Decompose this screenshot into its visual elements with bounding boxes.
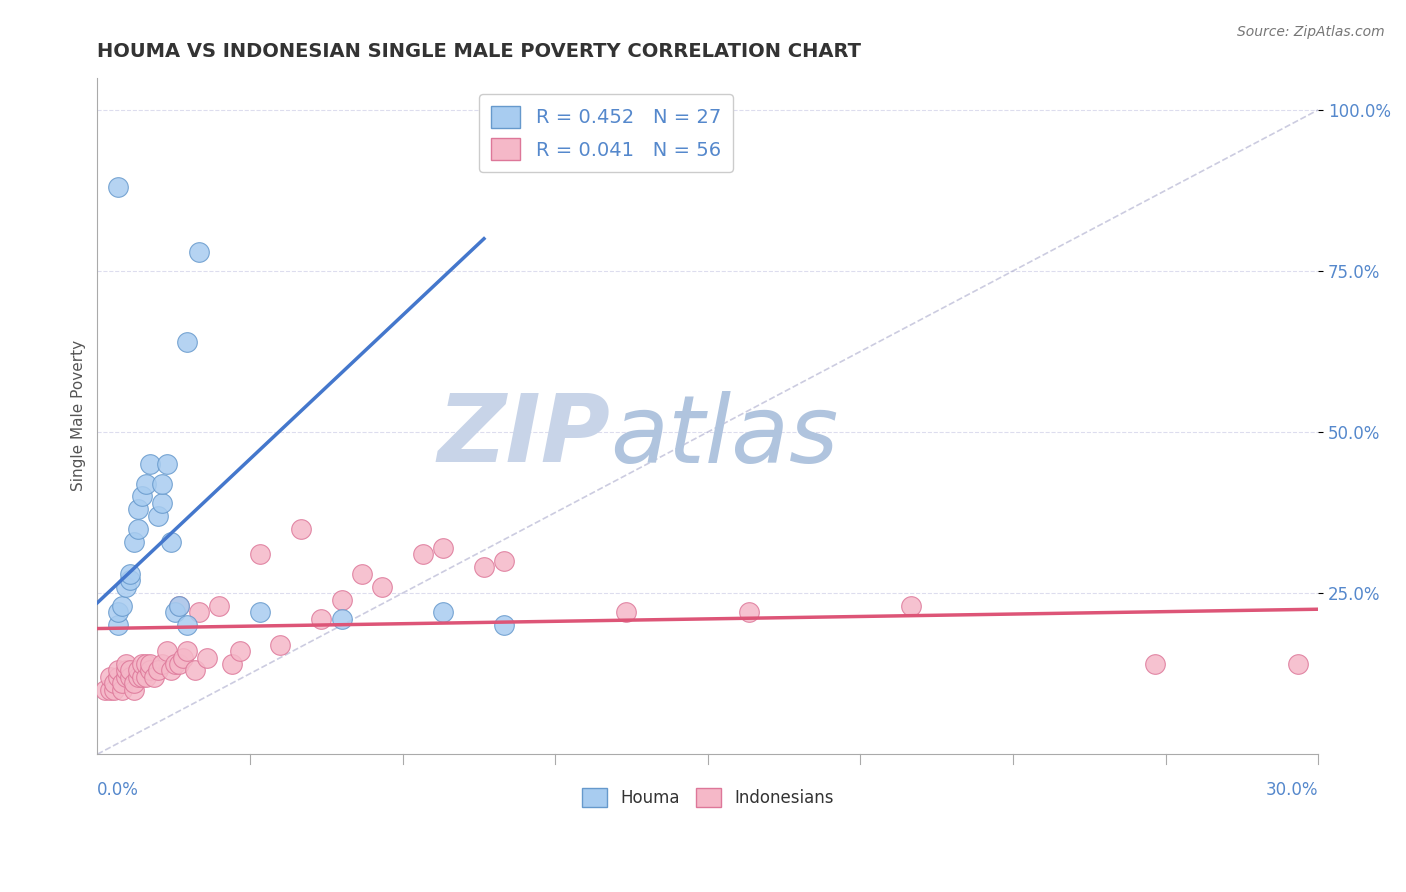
Text: Source: ZipAtlas.com: Source: ZipAtlas.com (1237, 25, 1385, 39)
Point (135, 670, 157, 684)
Point (115, 580, 138, 594)
Point (269, 638, 291, 652)
Point (111, 676, 134, 690)
Point (172, 650, 194, 665)
Point (122, 676, 145, 690)
Point (94, 682, 117, 697)
Point (118, 664, 141, 678)
Point (135, 657, 157, 671)
Point (309, 612, 332, 626)
Point (127, 670, 149, 684)
Point (107, 670, 129, 684)
Point (167, 657, 190, 671)
Point (163, 657, 186, 671)
Point (412, 548, 434, 562)
Point (118, 670, 141, 684)
Text: 30.0%: 30.0% (1265, 780, 1319, 799)
Text: atlas: atlas (610, 391, 838, 482)
Point (152, 496, 174, 510)
Point (143, 670, 166, 684)
Point (163, 606, 186, 620)
Point (195, 650, 218, 665)
Point (111, 599, 134, 613)
Point (249, 548, 271, 562)
Point (900, 599, 922, 613)
Point (152, 657, 174, 671)
Point (167, 599, 190, 613)
Point (139, 657, 162, 671)
Point (152, 476, 174, 491)
Text: ZIP: ZIP (437, 390, 610, 483)
Point (131, 670, 153, 684)
Y-axis label: Single Male Poverty: Single Male Poverty (72, 341, 86, 491)
Point (184, 664, 207, 678)
Point (1286, 657, 1309, 671)
Point (350, 566, 373, 581)
Point (148, 664, 170, 678)
Point (107, 664, 129, 678)
Point (107, 180, 129, 194)
Point (208, 599, 231, 613)
Point (229, 644, 252, 658)
Point (98, 670, 121, 684)
Point (127, 502, 149, 516)
Point (127, 522, 149, 536)
Point (135, 476, 157, 491)
Text: 0.0%: 0.0% (97, 780, 139, 799)
Point (155, 457, 177, 471)
Legend: Houma, Indonesians: Houma, Indonesians (575, 781, 841, 814)
Point (176, 334, 198, 349)
Point (115, 664, 138, 678)
Point (103, 682, 125, 697)
Point (159, 664, 181, 678)
Point (330, 612, 353, 626)
Point (127, 664, 149, 678)
Point (115, 670, 138, 684)
Point (122, 682, 145, 697)
Point (737, 606, 759, 620)
Point (371, 580, 394, 594)
Point (330, 592, 353, 607)
Point (139, 457, 162, 471)
Point (494, 554, 516, 568)
Point (176, 644, 198, 658)
Point (148, 508, 170, 523)
Point (131, 657, 153, 671)
Point (103, 676, 125, 690)
Point (107, 618, 129, 632)
Point (159, 534, 181, 549)
Point (155, 644, 177, 658)
Point (107, 606, 129, 620)
Point (98, 682, 121, 697)
Point (1144, 657, 1167, 671)
Point (249, 606, 271, 620)
Point (432, 606, 454, 620)
Point (111, 682, 134, 697)
Point (432, 541, 454, 555)
Point (118, 573, 141, 587)
Point (131, 490, 153, 504)
Point (176, 618, 198, 632)
Point (188, 606, 211, 620)
Point (290, 522, 312, 536)
Point (494, 618, 516, 632)
Text: HOUMA VS INDONESIAN SINGLE MALE POVERTY CORRELATION CHART: HOUMA VS INDONESIAN SINGLE MALE POVERTY … (97, 42, 862, 61)
Point (221, 657, 243, 671)
Point (139, 664, 162, 678)
Point (118, 566, 141, 581)
Point (188, 244, 211, 259)
Point (122, 534, 145, 549)
Point (167, 599, 190, 613)
Point (115, 657, 138, 671)
Point (616, 606, 638, 620)
Point (472, 560, 495, 574)
